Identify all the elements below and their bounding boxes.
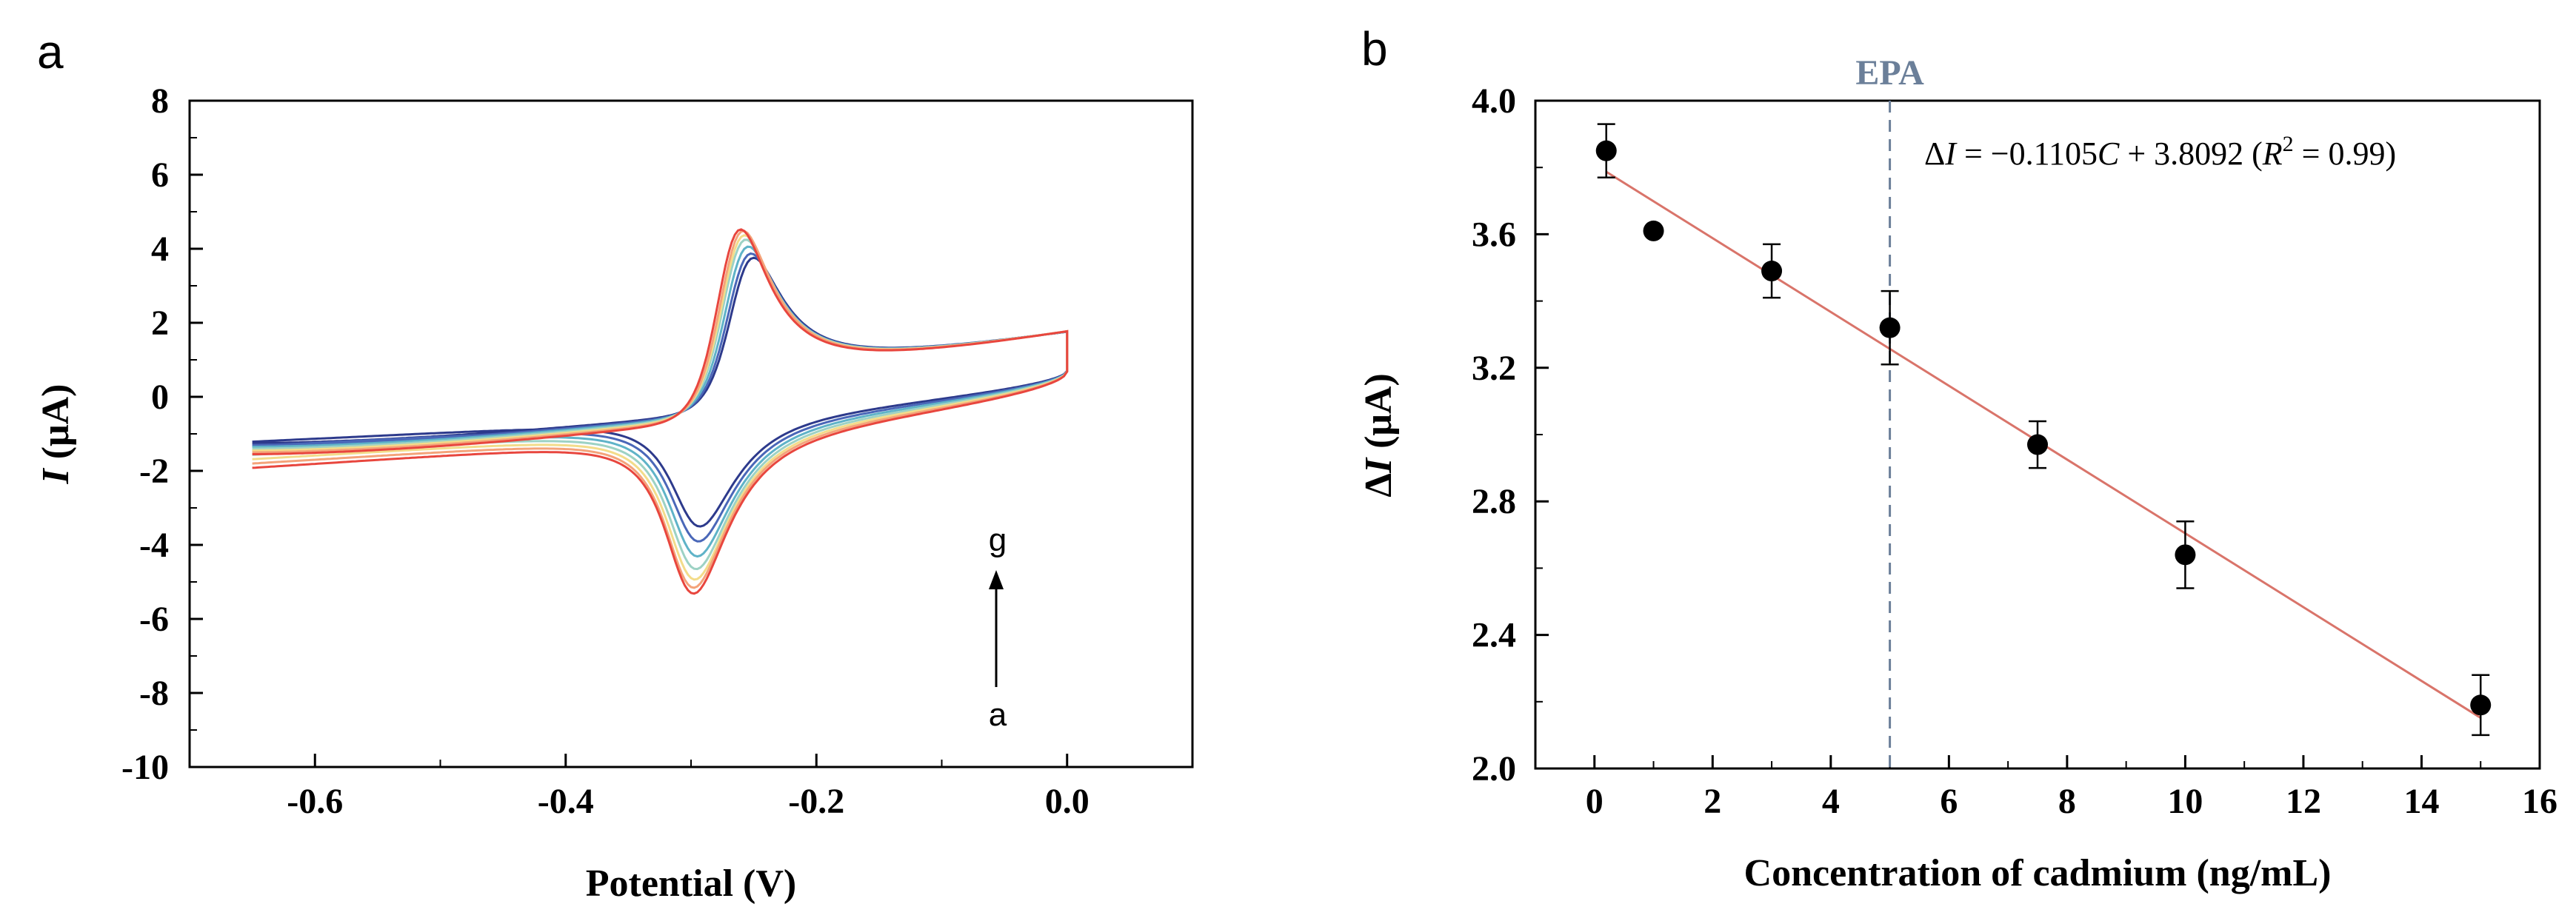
y-tick-label: -6	[139, 600, 169, 639]
panel-a-plot-frame	[188, 99, 1194, 768]
y-tick-label: -2	[139, 452, 169, 491]
y-tick-label: 2.8	[1472, 482, 1516, 521]
y-tick-label: 3.6	[1472, 215, 1516, 254]
data-point-2	[1761, 261, 1783, 282]
curve-label-a: a	[989, 697, 1007, 733]
x-tick-label: 16	[2522, 782, 2557, 821]
panel-b-x-tick-labels: 0 2 4 6 8 10 12 14 16	[1586, 782, 2557, 821]
fit-equation: ΔI = −0.1105C + 3.8092 (R2 = 0.99)	[1924, 132, 2396, 172]
y-tick-label: 2.0	[1472, 749, 1516, 788]
panel-a-x-axis-label: Potential (V)	[586, 863, 796, 905]
panel-b-ticks	[1535, 99, 2541, 770]
epa-label: EPA	[1855, 53, 1924, 93]
panel-a-ticks	[189, 99, 1193, 768]
panel-b-letter: b	[1361, 22, 1388, 76]
y-tick-label: -8	[139, 674, 169, 713]
panel-b-data-points	[1595, 123, 2492, 737]
y-tick-label: 2	[151, 304, 169, 343]
x-tick-label: 2	[1704, 782, 1721, 821]
x-tick-label: 8	[2058, 782, 2076, 821]
y-tick-label: -4	[139, 526, 169, 565]
y-tick-label: 2.4	[1472, 616, 1516, 655]
x-tick-label: 0	[1586, 782, 1604, 821]
y-tick-label: 0	[151, 378, 169, 417]
x-tick-label: 10	[2167, 782, 2203, 821]
panel-b: b 0 2 4 6 8 10 12 14 16 2.0 2.4 2.8 3.2 3.6 4.0 EPA Δ…	[1358, 22, 2557, 894]
panel-b-y-tick-labels: 2.0 2.4 2.8 3.2 3.6 4.0	[1472, 81, 1516, 788]
data-point-5	[2175, 544, 2196, 566]
x-tick-label: 0.0	[1045, 782, 1090, 821]
cv-curve-a	[252, 256, 1069, 528]
panel-a-letter: a	[37, 25, 64, 78]
panel-a: a -0.6 -0.4 -0.2 0.0 -10 -8 -6 -4 -2 0 2 4 6 8 Poten…	[35, 25, 1194, 905]
data-point-6	[2470, 694, 2492, 716]
y-tick-label: -10	[121, 748, 169, 787]
panel-a-y-tick-labels: -10 -8 -6 -4 -2 0 2 4 6 8	[121, 81, 169, 787]
curve-label-g: g	[989, 522, 1007, 558]
y-tick-label: 4	[151, 230, 169, 269]
y-tick-label: 3.2	[1472, 349, 1516, 388]
data-point-3	[1879, 317, 1901, 338]
x-tick-label: 12	[2286, 782, 2321, 821]
cv-curve-d	[252, 238, 1069, 571]
y-tick-label: 4.0	[1472, 81, 1516, 121]
data-point-0	[1595, 140, 1617, 161]
x-tick-label: 6	[1940, 782, 1958, 821]
x-tick-label: 4	[1822, 782, 1840, 821]
panel-b-x-axis-label: Concentration of cadmium (ng/mL)	[1744, 852, 2332, 894]
panel-b-y-axis-label: ΔI (μA)	[1358, 373, 1400, 498]
y-tick-label: 8	[151, 81, 169, 121]
cv-curve-g	[252, 228, 1069, 595]
x-tick-label: -0.6	[287, 782, 343, 821]
data-point-1	[1643, 220, 1664, 241]
panel-a-x-tick-labels: -0.6 -0.4 -0.2 0.0	[287, 782, 1089, 821]
x-tick-label: 14	[2403, 782, 2439, 821]
y-tick-label: 6	[151, 155, 169, 195]
trend-arrow-head	[989, 570, 1004, 589]
x-tick-label: -0.2	[788, 782, 844, 821]
data-point-4	[2027, 434, 2048, 455]
x-tick-label: -0.4	[538, 782, 594, 821]
panel-a-curves	[252, 228, 1069, 595]
panel-a-y-axis-label: I (μA)	[35, 384, 77, 485]
